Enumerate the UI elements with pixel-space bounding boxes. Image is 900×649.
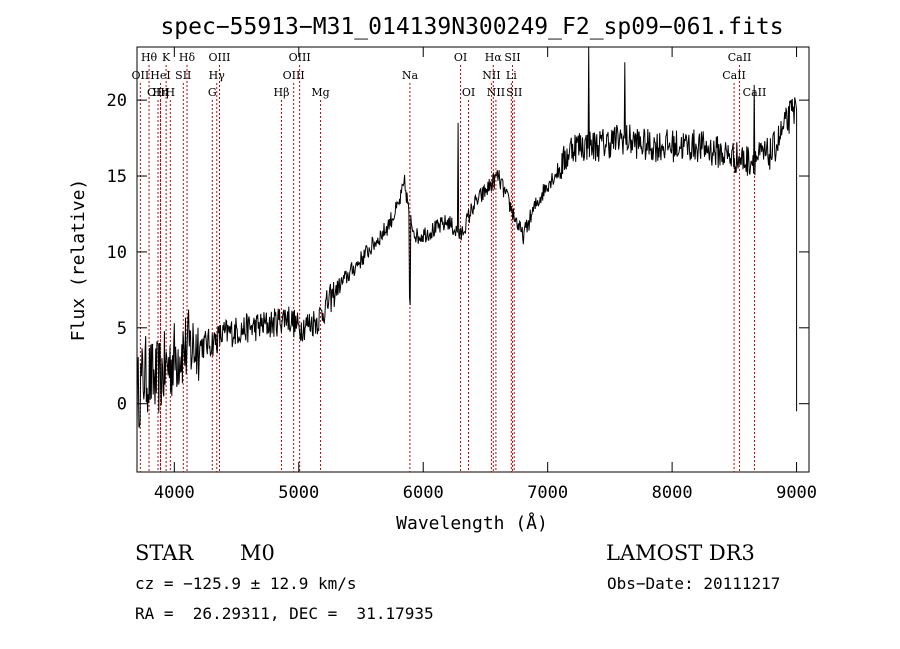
- line-marker-label: Hβ: [274, 86, 290, 99]
- line-marker-label: Hγ: [209, 69, 226, 82]
- line-marker-label: G: [208, 86, 217, 99]
- line-marker-label: OI: [454, 51, 467, 64]
- x-tick-label: 7000: [527, 483, 568, 503]
- line-marker-label: OIII: [289, 51, 311, 64]
- x-axis-label: Wavelength (Å): [396, 512, 548, 534]
- line-marker-label: Na: [402, 69, 419, 82]
- y-tick-label: 0: [117, 395, 127, 415]
- x-tick-label: 4000: [154, 483, 195, 503]
- subclass: M0: [240, 541, 275, 565]
- x-tick-label: 8000: [652, 483, 693, 503]
- line-marker-label: H: [166, 86, 176, 99]
- line-marker-label: K: [162, 51, 171, 64]
- x-tick-label: 6000: [403, 483, 444, 503]
- plot-frame: [136, 46, 810, 473]
- x-tick-label: 9000: [776, 483, 817, 503]
- line-marker-label: NII: [487, 86, 505, 99]
- survey-name: LAMOST DR3: [606, 541, 755, 565]
- y-tick-label: 5: [117, 319, 127, 339]
- y-tick-label: 20: [107, 91, 127, 111]
- line-marker-label: OII: [132, 69, 150, 82]
- line-markers: [139, 65, 755, 472]
- line-marker-label: SII: [175, 69, 191, 82]
- line-marker-label: CaII: [722, 69, 746, 82]
- line-marker-label: SII: [506, 86, 522, 99]
- line-marker-labels: Hθ OII OIII K Hη HeI H SII Hδ OIII Hγ G OIII OIII Hβ Mg…: [132, 51, 767, 99]
- line-marker-label: Hδ: [179, 51, 196, 64]
- line-marker-label: OIII: [283, 69, 305, 82]
- x-tick-label: 5000: [278, 483, 319, 503]
- line-marker-label: Hη: [152, 86, 168, 99]
- line-marker-label: NII: [482, 69, 500, 82]
- line-marker-label: Mg: [311, 86, 329, 99]
- object-class: STAR: [135, 541, 194, 565]
- y-axis-label: Flux (relative): [68, 179, 89, 342]
- spectrum-line: [136, 46, 798, 428]
- line-marker-label: OIII: [208, 51, 230, 64]
- line-marker-label: SII: [504, 51, 520, 64]
- line-marker-label: CaII: [728, 51, 752, 64]
- y-tick-label: 15: [107, 167, 127, 187]
- line-marker-label: OIII: [147, 86, 169, 99]
- chart-title: spec−55913−M31_014139N300249_F2_sp09−061…: [160, 14, 783, 40]
- observation-date: Obs−Date: 20111217: [607, 574, 781, 593]
- redshift-velocity: cz = −125.9 ± 12.9 km/s: [135, 574, 357, 593]
- coordinates: RA = 26.29311, DEC = 31.17935: [135, 604, 434, 623]
- line-marker-label: Hθ: [141, 51, 158, 64]
- line-marker-label: Li: [506, 69, 517, 82]
- line-marker-label: Hα: [485, 51, 503, 64]
- y-tick-label: 10: [107, 243, 127, 263]
- line-marker-label: HeI: [150, 69, 170, 82]
- axis-ticks: 4000 5000 6000 7000 8000 9000 0 5 10 15 20: [107, 47, 817, 503]
- line-marker-label: OI: [462, 86, 475, 99]
